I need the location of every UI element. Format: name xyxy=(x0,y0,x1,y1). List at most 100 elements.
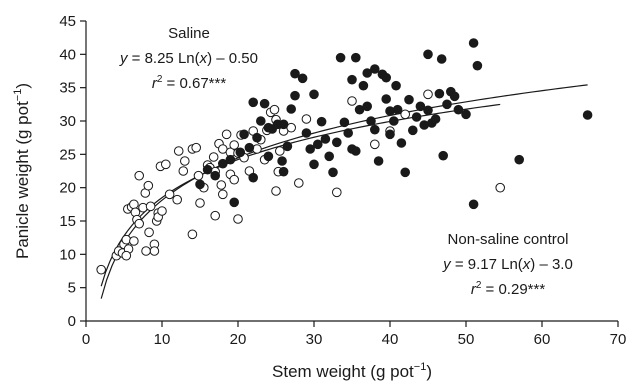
point-non-saline-control xyxy=(339,117,350,128)
point-non-saline-control xyxy=(351,52,361,63)
point-saline xyxy=(332,187,342,198)
y-tick-label: 45 xyxy=(59,13,76,30)
point-non-saline-control xyxy=(332,137,342,148)
point-non-saline-control xyxy=(391,80,401,91)
trendline-saline xyxy=(100,103,501,287)
point-non-saline-control xyxy=(248,97,258,108)
point-non-saline-control xyxy=(324,151,335,162)
point-non-saline-control xyxy=(392,104,403,115)
y-tick-label: 20 xyxy=(59,180,76,197)
y-ticks: 0 5 10 15 20 25 30 35 40 45 xyxy=(59,13,86,330)
saline-label: Saline xyxy=(168,25,210,42)
point-non-saline-control xyxy=(290,90,300,101)
point-non-saline-control xyxy=(411,112,422,122)
point-non-saline-control xyxy=(472,60,483,71)
x-tick-label: 50 xyxy=(458,331,475,348)
axes xyxy=(85,21,618,322)
point-saline xyxy=(145,201,156,212)
point-non-saline-control xyxy=(301,128,312,138)
point-non-saline-control xyxy=(514,154,525,165)
point-non-saline-control xyxy=(582,110,593,120)
point-non-saline-control xyxy=(335,52,346,63)
point-non-saline-control xyxy=(468,199,479,210)
point-saline xyxy=(141,246,151,256)
point-saline xyxy=(221,129,232,140)
point-non-saline-control xyxy=(297,73,308,84)
saline-equation: y = 8.25 Ln(x) – 0.50 xyxy=(119,50,258,67)
x-axis-title: Stem weight (g pot−1) xyxy=(272,361,432,381)
point-saline xyxy=(143,180,154,191)
point-non-saline-control xyxy=(309,89,319,100)
point-saline xyxy=(370,139,380,150)
point-saline xyxy=(275,146,285,156)
point-non-saline-control xyxy=(381,94,392,104)
point-saline xyxy=(191,142,201,153)
point-saline xyxy=(121,250,132,261)
point-non-saline-control xyxy=(461,109,471,120)
point-saline xyxy=(172,194,182,205)
point-non-saline-control xyxy=(347,74,357,85)
point-saline xyxy=(134,218,144,229)
point-non-saline-control xyxy=(195,179,205,190)
point-non-saline-control xyxy=(320,134,331,144)
point-non-saline-control xyxy=(408,125,418,136)
point-saline xyxy=(400,109,411,120)
point-non-saline-control xyxy=(309,159,319,170)
point-saline xyxy=(233,214,243,224)
x-tick-label: 20 xyxy=(230,331,247,348)
point-non-saline-control xyxy=(277,156,287,166)
y-tick-label: 25 xyxy=(59,146,76,163)
point-non-saline-control xyxy=(358,80,369,91)
point-non-saline-control xyxy=(423,49,433,60)
point-non-saline-control xyxy=(423,105,433,116)
point-saline xyxy=(187,229,198,240)
point-non-saline-control xyxy=(436,54,447,64)
point-non-saline-control xyxy=(385,129,395,140)
point-non-saline-control xyxy=(225,154,236,165)
point-saline xyxy=(164,189,175,200)
point-saline xyxy=(144,227,154,238)
point-non-saline-control xyxy=(286,104,297,114)
point-non-saline-control xyxy=(305,144,316,154)
point-saline xyxy=(180,156,190,166)
control-annotation: Non-saline control y = 9.17 Ln(x) – 3.0 … xyxy=(442,231,573,298)
point-non-saline-control xyxy=(351,146,361,156)
point-non-saline-control xyxy=(373,156,384,166)
point-saline xyxy=(229,140,239,150)
point-non-saline-control xyxy=(404,94,414,105)
point-non-saline-control xyxy=(202,164,213,175)
point-saline xyxy=(271,186,281,196)
point-saline xyxy=(149,246,160,256)
point-saline xyxy=(210,210,220,221)
point-saline xyxy=(157,206,167,216)
point-non-saline-control xyxy=(248,172,258,183)
point-non-saline-control xyxy=(263,122,274,133)
point-saline xyxy=(129,236,139,246)
point-saline xyxy=(129,199,139,210)
y-axis-title: Panicle weight (g pot−1) xyxy=(12,83,32,259)
y-tick-label: 10 xyxy=(59,246,76,263)
point-non-saline-control xyxy=(256,116,266,126)
point-saline xyxy=(218,189,228,200)
point-non-saline-control xyxy=(252,132,262,143)
point-non-saline-control xyxy=(278,119,289,130)
point-saline xyxy=(495,182,506,193)
point-saline xyxy=(216,180,227,190)
point-saline xyxy=(208,152,219,162)
point-saline xyxy=(269,104,280,115)
point-non-saline-control xyxy=(366,116,376,126)
point-non-saline-control xyxy=(210,170,220,181)
point-non-saline-control xyxy=(278,166,289,177)
y-tick-label: 30 xyxy=(59,113,76,130)
x-tick-label: 60 xyxy=(534,331,551,348)
point-non-saline-control xyxy=(282,141,293,152)
point-non-saline-control xyxy=(468,38,479,48)
point-non-saline-control xyxy=(370,64,380,74)
x-tick-label: 10 xyxy=(154,331,171,348)
point-non-saline-control xyxy=(438,150,449,161)
y-tick-label: 40 xyxy=(59,46,76,63)
point-non-saline-control xyxy=(328,167,338,178)
x-ticks: 0 10 20 30 40 50 60 70 xyxy=(82,321,626,348)
point-non-saline-control xyxy=(313,139,323,150)
